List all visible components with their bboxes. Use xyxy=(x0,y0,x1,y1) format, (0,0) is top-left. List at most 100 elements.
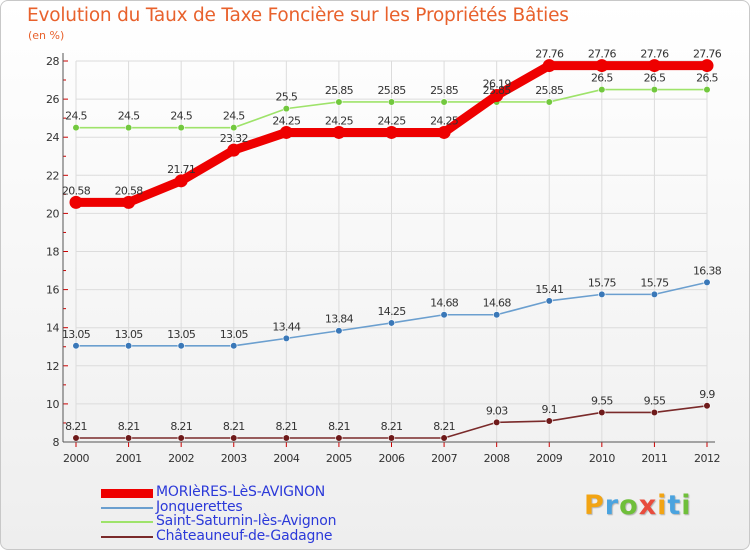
data-label: 26.5 xyxy=(696,72,718,85)
data-point-mori-res-l-s-avignon xyxy=(279,125,293,139)
data-label: 24.25 xyxy=(325,114,354,127)
data-label: 24.25 xyxy=(430,114,459,127)
data-point-mori-res-l-s-avignon xyxy=(490,88,504,102)
data-point-mori-res-l-s-avignon xyxy=(700,59,714,73)
data-label: 9.55 xyxy=(591,394,613,407)
x-tick-label: 2005 xyxy=(326,452,352,465)
legend-label: MORIèRES-LèS-AVIGNON xyxy=(156,484,326,500)
data-label: 14.68 xyxy=(483,297,512,310)
data-point-saint-saturnin-l-s-avignon xyxy=(598,85,606,94)
data-point-ch-teauneuf-de-gadagne xyxy=(230,434,238,442)
data-point-jonquerettes xyxy=(124,342,133,350)
data-label: 27.76 xyxy=(640,48,669,61)
data-label: 24.5 xyxy=(118,110,140,123)
data-label: 8.21 xyxy=(118,420,140,433)
data-point-saint-saturnin-l-s-avignon xyxy=(335,98,343,106)
data-label: 24.25 xyxy=(378,114,407,127)
y-tick-label: 8 xyxy=(53,436,60,449)
data-label: 9.9 xyxy=(699,388,715,401)
data-point-saint-saturnin-l-s-avignon xyxy=(230,124,238,132)
data-point-ch-teauneuf-de-gadagne xyxy=(72,434,80,442)
data-point-saint-saturnin-l-s-avignon xyxy=(72,124,80,132)
legend-swatch xyxy=(101,488,153,498)
data-label: 26.19 xyxy=(483,77,512,90)
data-point-jonquerettes xyxy=(440,311,448,319)
y-axis-unit-label: (en %) xyxy=(28,29,65,42)
data-label: 15.75 xyxy=(640,276,669,289)
data-label: 14.68 xyxy=(430,297,459,310)
data-label: 9.03 xyxy=(486,404,508,417)
data-point-ch-teauneuf-de-gadagne xyxy=(177,434,185,442)
data-point-mori-res-l-s-avignon xyxy=(542,59,556,73)
data-label: 27.76 xyxy=(535,48,564,61)
data-label: 8.21 xyxy=(381,420,403,433)
data-label: 13.05 xyxy=(167,328,196,341)
data-label: 15.41 xyxy=(535,283,563,296)
data-label: 23.32 xyxy=(220,132,248,145)
data-label: 8.21 xyxy=(223,420,245,433)
y-tick-label: 12 xyxy=(46,360,59,373)
data-label: 20.58 xyxy=(115,184,144,197)
x-tick-label: 2001 xyxy=(116,452,142,465)
data-point-saint-saturnin-l-s-avignon xyxy=(440,98,448,106)
data-label: 9.1 xyxy=(542,403,557,416)
data-point-ch-teauneuf-de-gadagne xyxy=(124,434,133,442)
x-tick-label: 2011 xyxy=(641,452,667,465)
data-point-jonquerettes xyxy=(545,297,553,305)
data-point-mori-res-l-s-avignon xyxy=(227,143,241,157)
y-tick-label: 24 xyxy=(46,131,59,144)
data-point-jonquerettes xyxy=(177,342,185,350)
data-label: 8.21 xyxy=(275,420,297,433)
data-label: 25.5 xyxy=(275,91,297,104)
data-label: 26.5 xyxy=(644,72,666,85)
data-point-ch-teauneuf-de-gadagne xyxy=(282,434,290,442)
legend-label: Châteauneuf-de-Gadagne xyxy=(156,527,333,544)
x-tick-label: 2007 xyxy=(431,452,457,465)
x-tick-label: 2002 xyxy=(168,452,194,465)
legend-swatch xyxy=(101,521,153,523)
y-tick-label: 14 xyxy=(46,322,59,335)
data-label: 21.71 xyxy=(167,163,195,176)
data-label: 8.21 xyxy=(433,420,455,433)
x-tick-label: 2012 xyxy=(694,452,720,465)
data-label: 24.25 xyxy=(272,114,301,127)
data-point-jonquerettes xyxy=(703,278,711,286)
y-tick-label: 20 xyxy=(46,207,59,220)
data-label: 8.21 xyxy=(65,420,87,433)
legend-swatch xyxy=(101,535,153,538)
data-label: 20.58 xyxy=(62,184,91,197)
data-label: 13.05 xyxy=(115,328,144,341)
x-tick-label: 2004 xyxy=(273,452,299,465)
data-label: 13.84 xyxy=(325,313,354,326)
data-label: 24.5 xyxy=(223,110,245,123)
data-label: 24.5 xyxy=(65,110,87,123)
legend-swatch xyxy=(101,506,153,509)
y-tick-label: 22 xyxy=(46,169,59,182)
data-label: 15.75 xyxy=(588,276,617,289)
data-label: 25.85 xyxy=(430,84,459,97)
data-label: 25.85 xyxy=(483,84,512,97)
data-label: 8.21 xyxy=(170,420,192,433)
legend-label: Jonquerettes xyxy=(156,498,243,515)
data-point-jonquerettes xyxy=(387,319,396,327)
data-point-ch-teauneuf-de-gadagne xyxy=(387,434,396,442)
axes: 8 10 12 14 16 18 20 22 24 26 28 2000 2001 2002 2003 200… xyxy=(46,53,721,465)
data-point-jonquerettes xyxy=(493,311,501,319)
data-point-jonquerettes xyxy=(335,327,343,335)
data-point-ch-teauneuf-de-gadagne xyxy=(650,408,659,417)
y-tick-label: 16 xyxy=(46,284,59,297)
data-point-ch-teauneuf-de-gadagne xyxy=(440,434,448,442)
data-point-jonquerettes xyxy=(598,290,606,298)
data-point-saint-saturnin-l-s-avignon xyxy=(545,98,553,106)
data-label: 9.55 xyxy=(644,394,666,407)
data-label: 13.44 xyxy=(272,320,301,333)
x-tick-label: 2006 xyxy=(379,452,405,465)
x-tick-label: 2000 xyxy=(63,452,89,465)
y-tick-label: 18 xyxy=(46,246,59,259)
data-point-jonquerettes xyxy=(230,342,238,350)
data-label: 14.25 xyxy=(378,305,407,318)
data-point-saint-saturnin-l-s-avignon xyxy=(703,85,711,94)
data-point-mori-res-l-s-avignon xyxy=(385,125,398,139)
x-tick-label: 2009 xyxy=(536,452,562,465)
